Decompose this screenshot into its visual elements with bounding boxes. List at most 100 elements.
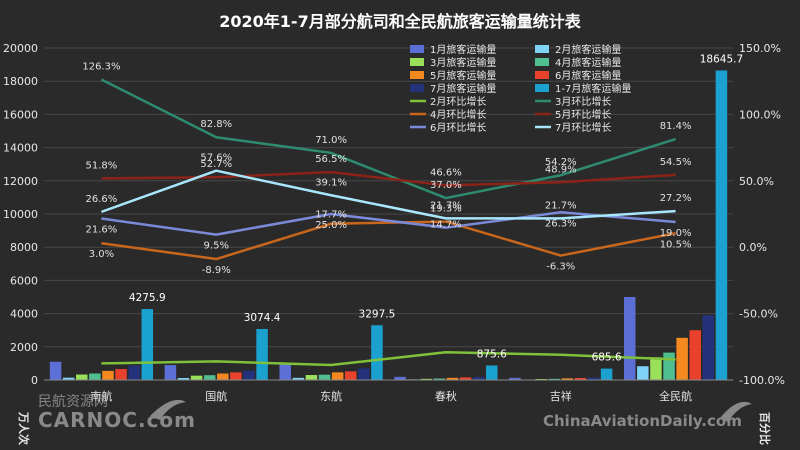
axes-group: 0 2000 4000 6000 8000 10000 12000 14000 16000 180… bbox=[3, 42, 785, 403]
x-tick-label: 南航 bbox=[90, 389, 112, 403]
legend-swatch bbox=[535, 84, 549, 92]
legend-label: 6月旅客运输量 bbox=[555, 69, 621, 82]
line-series bbox=[101, 350, 676, 367]
line-series bbox=[101, 211, 676, 236]
line-data-label: 17.7% bbox=[315, 210, 347, 221]
line-series bbox=[101, 220, 676, 261]
bar bbox=[637, 366, 649, 380]
bar bbox=[600, 368, 613, 380]
bar bbox=[486, 365, 498, 380]
bar bbox=[230, 372, 242, 380]
bar bbox=[420, 378, 433, 380]
legend-label: 6月环比增长 bbox=[430, 121, 486, 134]
bar-series-group bbox=[49, 70, 728, 380]
bar bbox=[305, 375, 318, 380]
line-data-label: 81.4% bbox=[660, 121, 692, 132]
bar bbox=[76, 374, 88, 380]
left-tick-label: 8000 bbox=[10, 241, 38, 254]
legend-swatch bbox=[410, 45, 424, 53]
legend-label: 7月环比增长 bbox=[555, 121, 611, 134]
watermark-right: ChinaAviationDaily.com bbox=[543, 401, 752, 430]
line-series-group bbox=[100, 78, 676, 367]
bar bbox=[676, 337, 688, 380]
bar bbox=[472, 376, 485, 380]
right-tick-label: -100.0% bbox=[739, 374, 785, 387]
legend-swatch bbox=[535, 71, 549, 79]
line-data-label: 21.7% bbox=[545, 200, 577, 211]
line-data-label: 10.5% bbox=[660, 239, 692, 250]
bar bbox=[344, 371, 357, 380]
line-data-label: 39.1% bbox=[315, 177, 347, 188]
bar bbox=[256, 328, 268, 380]
legend-label: 3月环比增长 bbox=[555, 95, 611, 108]
bar bbox=[217, 373, 229, 380]
line-data-label: 19.3% bbox=[430, 204, 462, 215]
watermark-en: CARNOC.com bbox=[38, 408, 196, 432]
bar bbox=[292, 377, 305, 380]
bar bbox=[331, 372, 344, 380]
bar bbox=[663, 352, 675, 380]
left-tick-label: 2000 bbox=[10, 341, 38, 354]
legend-label: 1-7月旅客运输量 bbox=[555, 82, 631, 95]
line-data-label: 51.8% bbox=[86, 160, 118, 171]
bar bbox=[715, 70, 728, 380]
right-tick-label: 0.0% bbox=[739, 241, 767, 254]
legend-label: 7月旅客运输量 bbox=[430, 82, 496, 95]
bar bbox=[203, 375, 216, 380]
bar bbox=[318, 374, 331, 380]
right-tick-label: 50.0% bbox=[739, 175, 774, 188]
x-tick-label: 国航 bbox=[205, 389, 227, 403]
legend-swatch bbox=[535, 45, 549, 53]
left-axis-label: 万人次 bbox=[17, 411, 31, 445]
gridlines bbox=[44, 47, 733, 381]
bar bbox=[509, 377, 521, 380]
bar bbox=[243, 370, 255, 380]
line-data-label: 54.5% bbox=[660, 157, 692, 168]
bar-total-label: 3297.5 bbox=[359, 308, 396, 320]
legend-label: 1月旅客运输量 bbox=[430, 43, 496, 56]
bar bbox=[279, 364, 291, 380]
left-tick-label: 0 bbox=[31, 374, 38, 387]
bar bbox=[177, 378, 190, 380]
bar bbox=[371, 325, 383, 380]
bar bbox=[446, 377, 459, 380]
bar bbox=[89, 373, 101, 380]
bar bbox=[190, 375, 203, 380]
line-data-label: 48.9% bbox=[545, 164, 577, 175]
bar bbox=[62, 377, 75, 380]
right-tick-label: -50.0% bbox=[739, 308, 778, 321]
legend-label: 4月旅客运输量 bbox=[555, 56, 621, 69]
bar bbox=[650, 357, 662, 380]
bar bbox=[548, 378, 560, 380]
bar bbox=[102, 370, 114, 380]
data-labels-group: 4275.9 3074.4 3297.5 875.6 685.6 18645.7 126.3… bbox=[82, 53, 743, 363]
left-tick-label: 14000 bbox=[3, 142, 38, 155]
line-data-label: -6.3% bbox=[546, 262, 575, 273]
chart-title: 2020年1-7月部分航司和全民航旅客运输量统计表 bbox=[219, 12, 581, 31]
bar bbox=[164, 365, 177, 380]
legend-label: 3月旅客运输量 bbox=[430, 56, 496, 69]
left-tick-label: 6000 bbox=[10, 274, 38, 287]
left-tick-label: 20000 bbox=[3, 42, 38, 55]
bar bbox=[433, 378, 446, 380]
bar bbox=[459, 377, 472, 380]
bar-total-label: 4275.9 bbox=[129, 292, 166, 304]
line-data-label: 46.6% bbox=[430, 167, 462, 178]
right-tick-label: 150.0% bbox=[739, 42, 781, 55]
bar bbox=[689, 330, 701, 380]
right-tick-label: 100.0% bbox=[739, 108, 781, 121]
line-data-label: 9.5% bbox=[204, 241, 229, 252]
line-series bbox=[100, 78, 676, 200]
left-tick-label: 12000 bbox=[3, 175, 38, 188]
line-data-label: 21.7% bbox=[430, 200, 462, 211]
x-tick-label: 春秋 bbox=[435, 389, 457, 403]
bar-total-label: 685.6 bbox=[592, 352, 622, 364]
right-axis-label: 百分比 bbox=[758, 412, 772, 445]
left-tick-label: 16000 bbox=[3, 108, 38, 121]
line-data-label: 71.0% bbox=[315, 135, 347, 146]
line-data-label: 57.6% bbox=[200, 153, 232, 164]
line-data-label: 21.6% bbox=[86, 225, 118, 236]
bar bbox=[561, 378, 574, 380]
left-tick-label: 4000 bbox=[10, 308, 38, 321]
